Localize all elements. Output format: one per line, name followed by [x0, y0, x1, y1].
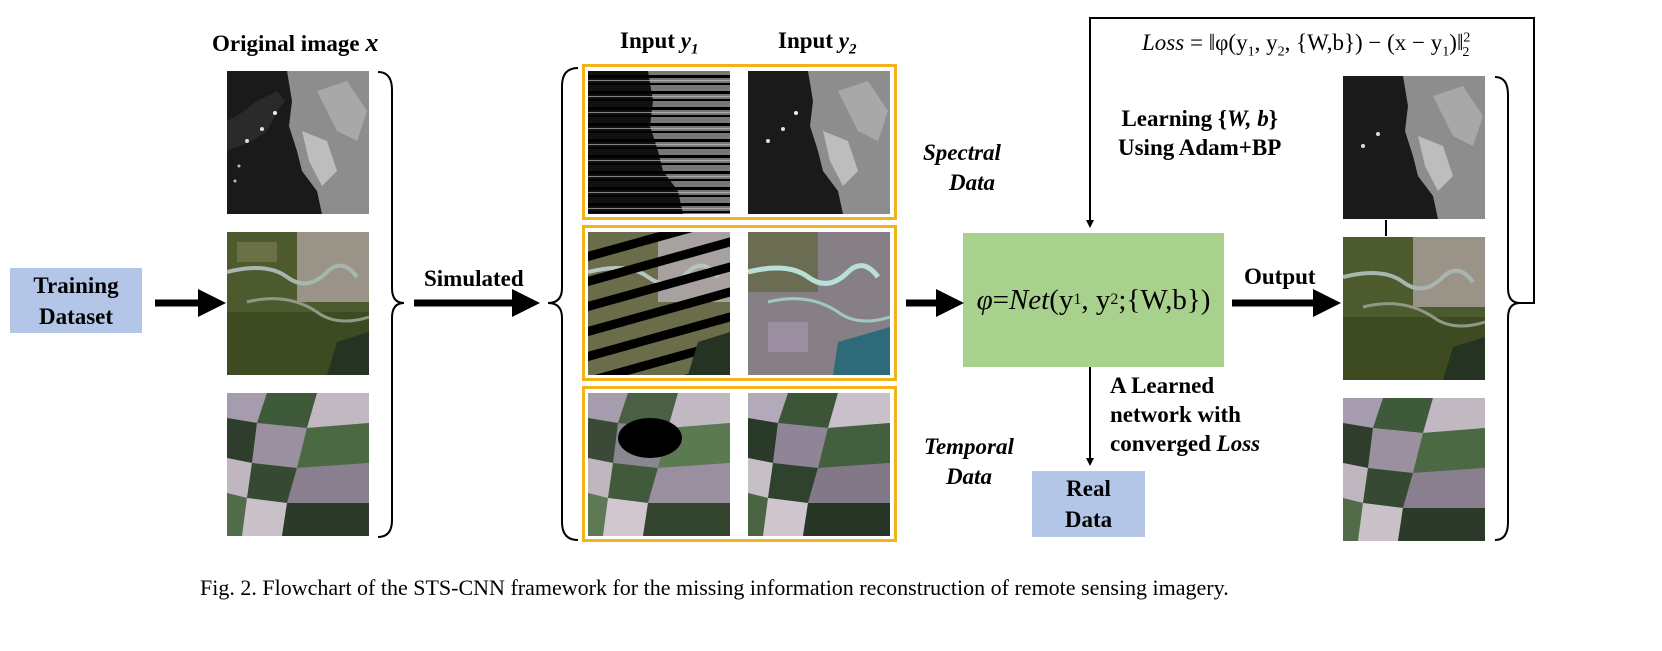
original-image-header: Original image x — [212, 28, 379, 57]
spectral-data-label: Spectral Data — [923, 140, 1001, 195]
temporal-data-label: Temporal Data — [924, 434, 1014, 489]
cloud-masked-farmland-image — [588, 393, 730, 536]
training-dataset-box: Training Dataset — [10, 268, 142, 333]
output-label: Output — [1244, 264, 1316, 289]
rgb-farmland-image — [748, 393, 890, 536]
spectral-input-group-1 — [582, 64, 897, 220]
brace-output — [1494, 76, 1521, 541]
rgb-river-image — [748, 232, 890, 375]
striped-river-image — [588, 232, 730, 375]
grayscale-coastal-image — [227, 71, 369, 214]
network-box: φ = Net (y 1, y 2 ;{W,b}) — [963, 233, 1224, 367]
figure-caption: Fig. 2. Flowchart of the STS-CNN framewo… — [200, 575, 1229, 600]
rgb-river-image — [1343, 237, 1485, 380]
loss-formula: Loss = ‖φ(y1, y2, {W,b}) − (x − y1)‖22 — [1142, 30, 1471, 60]
rgb-farmland-image — [1343, 398, 1485, 541]
grayscale-coastal-image — [748, 71, 890, 214]
temporal-input-group — [582, 386, 897, 542]
striped-grayscale-image — [588, 71, 730, 214]
rgb-river-image — [227, 232, 369, 375]
learned-network-label: A Learned network with converged Loss — [1110, 373, 1261, 456]
rgb-farmland-image — [227, 393, 369, 536]
brace-inputs — [547, 67, 579, 541]
simulated-label: Simulated — [424, 266, 524, 291]
input-y2-header: Input y2 — [778, 28, 857, 58]
grayscale-coastal-image — [1343, 76, 1485, 219]
learning-label: Learning {W, b} Using Adam+BP — [1118, 106, 1282, 160]
real-data-box: Real Data — [1032, 471, 1145, 537]
spectral-input-group-2 — [582, 225, 897, 381]
input-y1-header: Input y1 — [620, 28, 699, 58]
brace-original — [377, 71, 405, 538]
